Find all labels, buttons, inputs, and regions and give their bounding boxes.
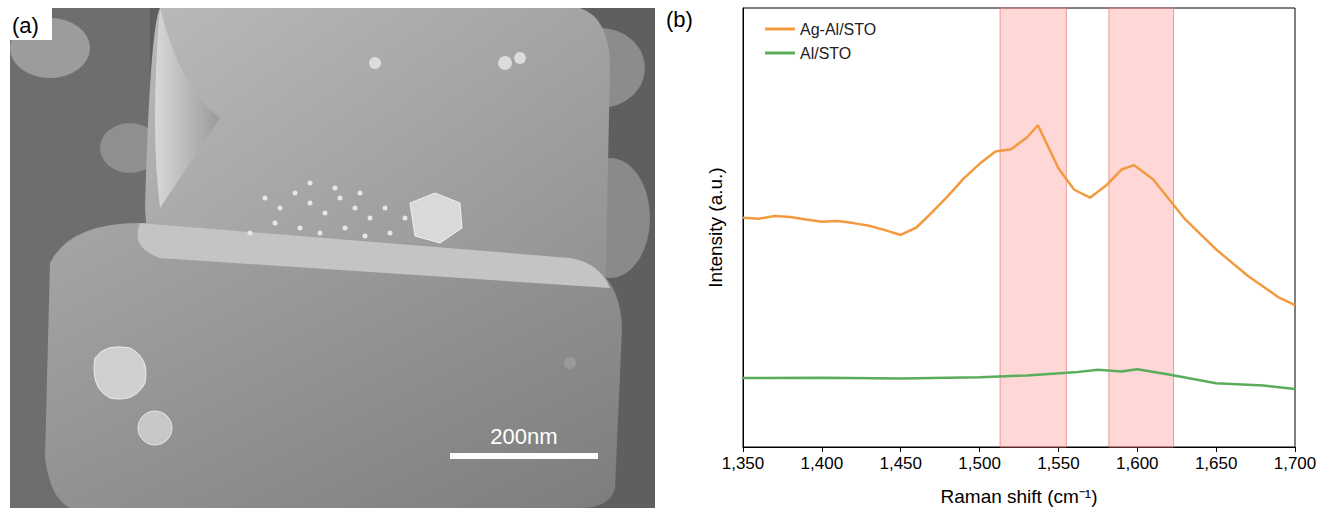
svg-text:200nm: 200nm	[490, 424, 557, 449]
svg-text:1,650: 1,650	[1195, 454, 1238, 473]
svg-text:(a): (a)	[12, 13, 39, 38]
svg-text:Intensity (a.u.): Intensity (a.u.)	[705, 167, 726, 287]
svg-text:1,450: 1,450	[879, 454, 922, 473]
svg-text:Ag-Al/STO: Ag-Al/STO	[800, 21, 876, 38]
svg-text:1,700: 1,700	[1274, 454, 1317, 473]
svg-text:1,550: 1,550	[1037, 454, 1080, 473]
svg-text:1,500: 1,500	[958, 454, 1001, 473]
svg-text:1,400: 1,400	[801, 454, 844, 473]
svg-text:(b): (b)	[666, 7, 693, 32]
svg-text:Raman shift (cm⁻¹): Raman shift (cm⁻¹)	[941, 486, 1098, 507]
svg-text:1,600: 1,600	[1116, 454, 1159, 473]
svg-text:Al/STO: Al/STO	[800, 45, 851, 62]
svg-text:1,350: 1,350	[722, 454, 765, 473]
